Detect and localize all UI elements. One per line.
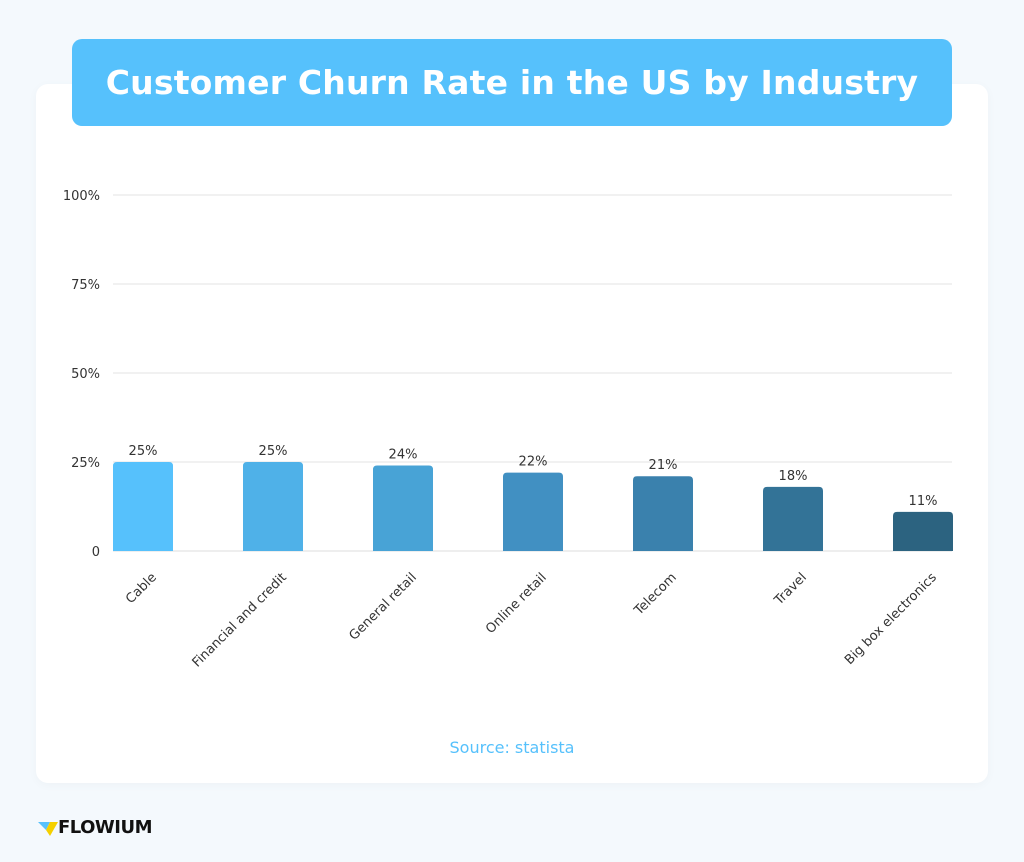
x-tick-label: General retail — [346, 570, 419, 643]
flowium-logo: FLOWIUM — [38, 817, 153, 838]
x-tick-label: Travel — [771, 570, 810, 609]
data-label: 11% — [909, 494, 938, 509]
bar — [243, 462, 303, 551]
bar — [893, 511, 953, 551]
bar — [763, 486, 823, 551]
data-label: 24% — [389, 448, 418, 463]
data-label: 21% — [649, 458, 678, 473]
bar — [113, 462, 173, 551]
data-label: 18% — [779, 469, 808, 484]
source-text: Source: statista — [449, 738, 575, 757]
x-tick-label: Online retail — [483, 570, 550, 637]
x-tick-label: Telecom — [631, 570, 680, 619]
y-tick-label: 25% — [71, 456, 100, 471]
logo-mark-icon — [38, 821, 58, 836]
data-label: 25% — [259, 444, 288, 459]
title-banner: Customer Churn Rate in the US by Industr… — [72, 39, 952, 126]
x-tick-label: Big box electronics — [842, 570, 940, 668]
logo-text: FLOWIUM — [58, 817, 153, 838]
bar — [373, 465, 433, 551]
y-tick-label: 75% — [71, 278, 100, 293]
y-tick-label: 50% — [71, 367, 100, 382]
data-label: 25% — [129, 444, 158, 459]
bar — [503, 472, 563, 551]
chart-card — [36, 84, 988, 783]
chart-title: Customer Churn Rate in the US by Industr… — [105, 63, 919, 102]
x-tick-label: Financial and credit — [190, 570, 290, 670]
data-label: 22% — [519, 455, 548, 470]
y-tick-label: 100% — [63, 189, 100, 204]
x-tick-label: Cable — [123, 570, 160, 607]
bar — [633, 476, 693, 551]
y-tick-label: 0 — [92, 545, 100, 560]
